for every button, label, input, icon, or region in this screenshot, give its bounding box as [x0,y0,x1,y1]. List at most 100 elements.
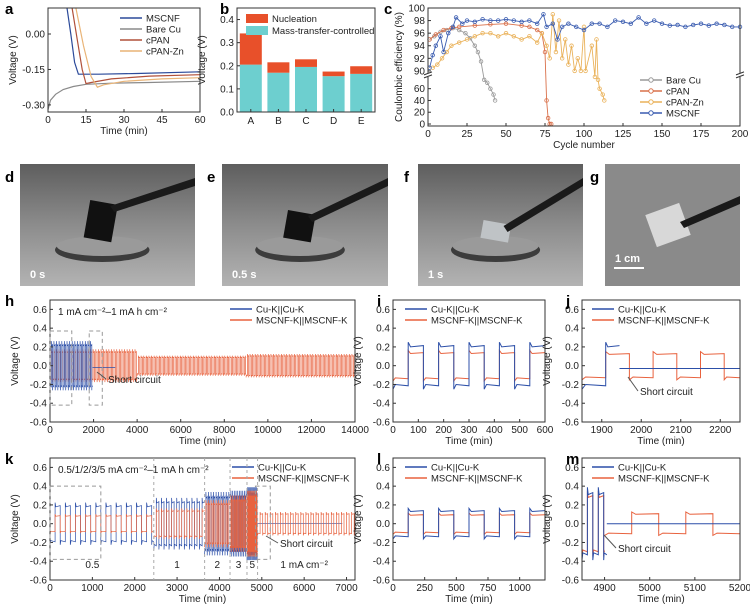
y-tick-label: 0.0 [33,361,47,372]
data-point [722,22,727,28]
x-axis-label: Time (min) [179,594,226,605]
data-point [589,43,594,48]
y-tick-label: 0.6 [33,463,47,474]
y-axis-label: Voltage (V) [10,494,21,543]
series-group [393,506,545,541]
x-tick-label: 7000 [335,583,358,594]
y-tick-label: -0.2 [30,380,48,391]
data-point [559,56,565,61]
series-line [582,487,608,561]
data-point [578,68,584,74]
coin-cell-top [56,236,148,256]
scale-bar-label: 1 cm [615,253,640,265]
x-tick-label: 0 [390,425,396,436]
y-tick-label: -0.6 [30,418,48,429]
bar-mass-transfer-controlled [239,64,262,112]
y-axis-label: Voltage (V) [542,494,553,543]
y-axis-label: Voltage (V) [10,336,21,385]
bar-mass-transfer-controlled [295,66,317,112]
axis-break-gap [425,72,431,77]
x-tick-label: 400 [486,425,503,436]
data-point [488,86,493,91]
y-tick-label: 0.6 [565,305,579,316]
zoom-region-box [49,485,102,560]
data-point [527,24,532,30]
y-tick-label: 0.0 [376,361,390,372]
series-line [229,495,248,552]
x-axis-label: Time (min) [445,594,492,605]
legend-label: MSCNF-K||MSCNF-K [256,316,348,327]
data-point [569,43,574,48]
legend-label: MSCNF [146,14,180,25]
y-tick-label: 0.0 [565,519,579,530]
y-tick-label: 40 [414,96,426,107]
series-group [50,487,355,561]
data-point [480,17,485,22]
data-point [644,21,649,26]
y-tick-label: -0.6 [373,418,391,429]
legend-label: MSCNF-K||MSCNF-K [618,474,710,485]
data-point [457,24,462,30]
x-tick-label: 100 [410,425,427,436]
data-point [566,62,571,67]
photo-g: 1 cm [605,164,740,286]
x-tick-label: D [330,116,337,127]
y-tick-label: 0.0 [376,519,390,530]
plot-frame [49,457,356,581]
y-tick-label: -0.2 [30,538,48,549]
panel-label-d: d [5,169,14,186]
x-tick-label: 0 [45,115,51,126]
data-point [550,21,555,26]
data-point [535,27,540,33]
x-tick-label: 100 [576,129,593,140]
data-point [706,23,711,28]
data-point [667,23,672,28]
data-point [602,98,607,103]
data-point [600,92,605,97]
x-tick-label: 30 [118,115,130,126]
data-point [539,30,545,36]
y-tick-label: 0.4 [565,482,579,493]
data-point [435,62,440,67]
x-tick-label: 2000 [82,425,105,436]
data-point [464,37,470,42]
panel-l: 0 250 500 750 1000 -0.6 -0.4 -0.2 0.0 0.2 0.4 0.6 Ti… [353,457,546,605]
y-tick-label: 94 [414,41,426,52]
legend-label: Cu-K||Cu-K [258,463,307,474]
data-point [563,37,568,42]
y-tick-label: 0.2 [376,342,390,353]
y-tick-label: 0.4 [220,15,234,26]
data-point [574,24,579,30]
x-tick-label: 2000 [124,583,147,594]
x-tick-label: 1000 [509,583,532,594]
panel-label-e: e [207,169,215,186]
data-point [544,24,549,30]
plot-frame [236,7,376,113]
data-point [439,56,445,61]
y-axis-label: Voltage (V) [353,336,364,385]
panel-label-a: a [5,1,14,18]
series-line [245,353,355,378]
series-line [429,27,496,101]
series-line [393,341,545,390]
x-tick-label: 12000 [298,425,326,436]
rate-region-label: 5 [249,560,255,571]
y-tick-label: 20 [414,108,426,119]
series-line [66,8,200,75]
data-point [492,98,498,103]
data-point [453,15,459,20]
x-tick-label: C [302,116,309,127]
data-point [430,65,435,70]
data-point [659,21,665,26]
data-point [683,24,688,30]
y-axis-label: Coulombic efficiency (%) [394,12,405,122]
legend-label: Bare Cu [666,76,701,87]
x-tick-label: B [275,116,282,127]
data-point [527,34,532,39]
plot-frame [581,299,741,423]
y-tick-label: 0.4 [33,482,47,493]
x-tick-label: E [358,116,365,127]
series-group [48,8,200,110]
data-point [491,92,496,97]
x-tick-label: 4900 [593,583,616,594]
